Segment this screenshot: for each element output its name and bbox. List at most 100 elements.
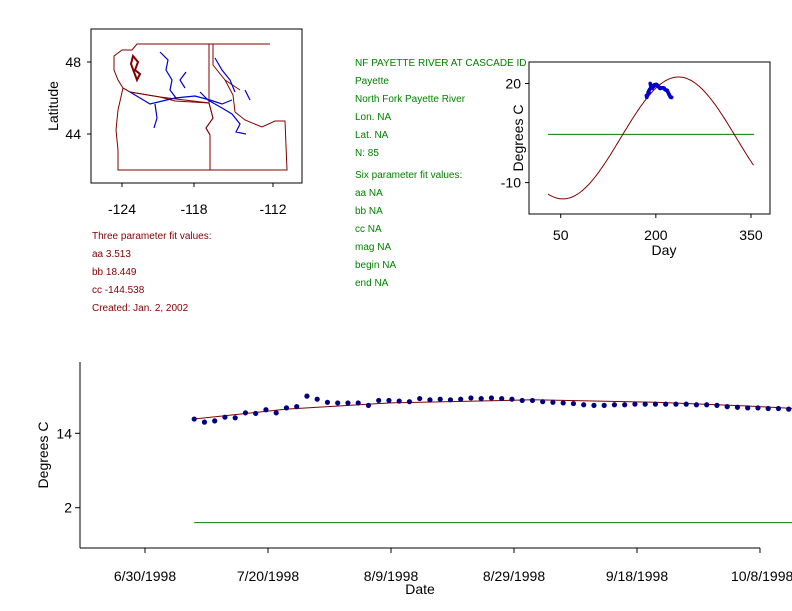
willamette-river bbox=[153, 71, 251, 129]
seasonal-data-point bbox=[647, 90, 651, 95]
six-param-line: mag NA bbox=[355, 242, 392, 253]
seasonal-data-point bbox=[648, 81, 653, 86]
timeseries-data-point bbox=[714, 402, 720, 408]
idaho-outline bbox=[205, 43, 288, 171]
timeseries-data-point bbox=[191, 416, 197, 422]
timeseries-data-point bbox=[591, 402, 597, 408]
seasonal-data-point bbox=[658, 86, 663, 90]
six-param-line: aa NA bbox=[355, 188, 383, 199]
info-line: N: 85 bbox=[355, 148, 379, 159]
three-param-line: aa 3.513 bbox=[92, 249, 131, 260]
info-line: Lat. NA bbox=[355, 130, 389, 141]
timeseries-data-point bbox=[529, 397, 536, 404]
timeseries-data-point bbox=[540, 399, 546, 405]
seasonal-data-point bbox=[669, 95, 673, 100]
created-date: Created: Jan. 2, 2002 bbox=[92, 303, 189, 314]
timeseries-data-point bbox=[601, 402, 607, 408]
timeseries-x-tick-label: 8/29/1998 bbox=[483, 568, 545, 584]
seasonal-x-tick-label: 200 bbox=[644, 227, 668, 243]
seasonal-data-point bbox=[667, 92, 672, 97]
timeseries-data-point bbox=[642, 401, 648, 407]
seasonal-data-point bbox=[652, 83, 657, 87]
station-title: NF PAYETTE RIVER AT CASCADE ID bbox=[355, 58, 527, 69]
three-param-line: bb 18.449 bbox=[92, 267, 137, 278]
timeseries-y-tick-label: 14 bbox=[56, 425, 72, 441]
seasonal-data-point bbox=[654, 82, 658, 87]
timeseries-data-point bbox=[704, 402, 710, 408]
seasonal-data-point bbox=[645, 94, 649, 99]
seasonal-data-point bbox=[668, 94, 672, 98]
seasonal-data-point bbox=[658, 86, 663, 91]
seasonal-data-point bbox=[660, 85, 664, 90]
oregon-outline bbox=[115, 87, 214, 171]
timeseries-data-point bbox=[724, 404, 730, 410]
seasonal-data-point bbox=[655, 83, 659, 87]
seasonal-data-point bbox=[649, 85, 654, 89]
timeseries-data-point bbox=[222, 414, 228, 420]
seasonal-data-point bbox=[667, 93, 672, 98]
six-param-line: begin NA bbox=[355, 260, 397, 271]
seasonal-x-axis-label: Day bbox=[652, 242, 677, 258]
seasonal-data-point bbox=[652, 83, 657, 88]
seasonal-marks bbox=[547, 76, 755, 200]
seasonal-data-point bbox=[662, 86, 667, 91]
seasonal-data-point bbox=[650, 86, 655, 91]
seasonal-data-point bbox=[653, 83, 658, 87]
seasonal-data-point bbox=[664, 88, 669, 93]
seasonal-data-point bbox=[646, 90, 651, 95]
seasonal-data-point bbox=[657, 85, 662, 90]
seasonal-data-point bbox=[664, 88, 668, 92]
state-outlines bbox=[113, 43, 288, 171]
seasonal-fit-curve bbox=[547, 76, 754, 200]
six-param-header: Six parameter fit values: bbox=[355, 170, 463, 181]
timeseries-x-tick-label: 6/30/1998 bbox=[114, 568, 176, 584]
snake-river bbox=[199, 57, 247, 135]
seasonal-data-point bbox=[651, 84, 656, 88]
seasonal-data-point bbox=[668, 95, 673, 99]
seasonal-data-point bbox=[647, 87, 652, 92]
seasonal-data-point bbox=[652, 83, 656, 87]
seasonal-data-point bbox=[658, 86, 662, 91]
seasonal-data-point bbox=[663, 87, 667, 92]
seasonal-data-point bbox=[665, 88, 669, 93]
timeseries-data-point bbox=[417, 395, 423, 402]
timeseries-data-point bbox=[458, 396, 464, 402]
timeseries-data-point bbox=[775, 405, 782, 412]
timeseries-data-point bbox=[437, 396, 443, 402]
map-y-axis-label: Latitude bbox=[45, 81, 61, 131]
seasonal-data-point bbox=[661, 85, 665, 90]
seasonal-data-point bbox=[669, 95, 674, 100]
timeseries-data-point bbox=[570, 400, 577, 407]
six-param-line: bb NA bbox=[355, 206, 383, 217]
seasonal-data-point bbox=[669, 95, 674, 100]
timeseries-data-point bbox=[294, 404, 300, 410]
timeseries-x-tick-label: 7/20/1998 bbox=[237, 568, 299, 584]
timeseries-data-point bbox=[345, 400, 351, 406]
seasonal-data-point bbox=[657, 85, 661, 89]
seasonal-plot-frame bbox=[528, 61, 771, 215]
timeseries-data-point bbox=[201, 419, 208, 425]
seasonal-data-point bbox=[655, 83, 660, 87]
timeseries-data-point bbox=[652, 401, 659, 407]
info-line: Payette bbox=[355, 76, 389, 87]
timeseries-data-point bbox=[324, 399, 331, 405]
seasonal-x-tick-label: 350 bbox=[739, 227, 763, 243]
timeseries-data-point bbox=[734, 404, 741, 410]
station-info: NF PAYETTE RIVER AT CASCADE ID Payette N… bbox=[355, 57, 527, 295]
seasonal-data-point bbox=[656, 84, 661, 89]
timeseries-data-point bbox=[396, 398, 402, 404]
seasonal-data-point bbox=[646, 90, 650, 95]
seasonal-data-point bbox=[654, 83, 658, 87]
seasonal-data-point bbox=[660, 85, 665, 90]
seasonal-x-tick-label: 50 bbox=[553, 227, 569, 243]
timeseries-axes bbox=[75, 432, 761, 553]
timeseries-data-point bbox=[509, 396, 515, 402]
timeseries-x-tick-label: 9/18/1998 bbox=[606, 568, 668, 584]
seasonal-data-point bbox=[663, 87, 668, 92]
seasonal-data-point bbox=[659, 86, 663, 90]
timeseries-data-point bbox=[550, 399, 556, 405]
timeseries-data-point bbox=[468, 395, 474, 401]
seasonal-data-point bbox=[648, 87, 652, 91]
seasonal-data-point bbox=[662, 86, 666, 90]
info-line: North Fork Payette River bbox=[355, 94, 466, 105]
